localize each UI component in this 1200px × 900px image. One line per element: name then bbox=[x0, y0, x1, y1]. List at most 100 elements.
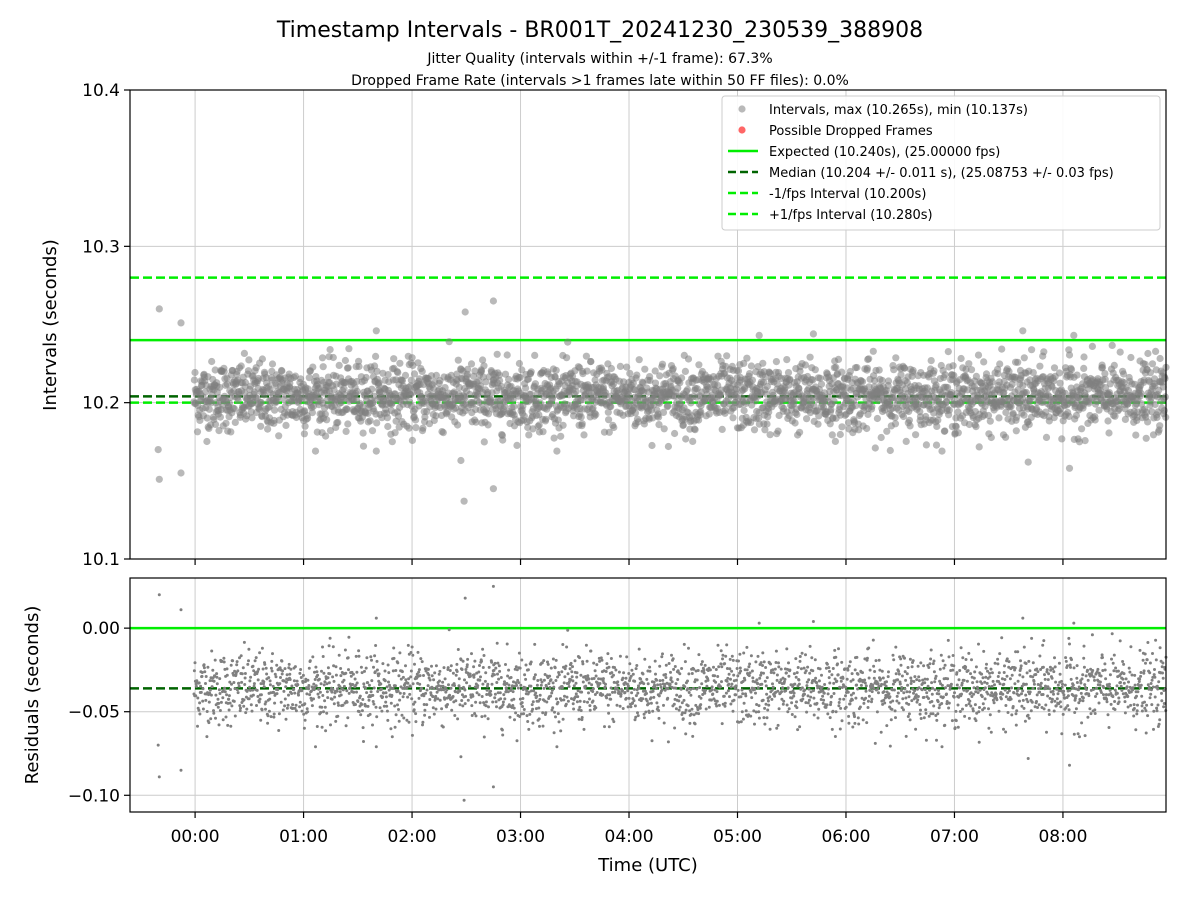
residual-point bbox=[357, 710, 361, 713]
residual-point bbox=[888, 695, 892, 699]
residual-point bbox=[652, 680, 656, 684]
residual-point bbox=[686, 679, 689, 683]
residual-point bbox=[475, 691, 479, 695]
residual-point bbox=[863, 678, 867, 682]
residual-point bbox=[894, 716, 897, 720]
residual-point bbox=[799, 667, 803, 671]
residual-point bbox=[406, 681, 410, 685]
residual-point bbox=[333, 695, 337, 699]
residual-point bbox=[781, 686, 785, 690]
interval-point bbox=[669, 365, 677, 373]
residual-point bbox=[818, 667, 822, 671]
residual-point bbox=[228, 701, 232, 705]
interval-point bbox=[691, 426, 699, 434]
residual-point bbox=[578, 699, 582, 703]
residual-point bbox=[389, 686, 393, 690]
residual-point bbox=[848, 660, 852, 664]
residual-point bbox=[674, 707, 678, 711]
residual-point bbox=[884, 684, 888, 688]
interval-point bbox=[343, 405, 351, 414]
residual-point bbox=[530, 703, 534, 707]
interval-point bbox=[373, 419, 381, 427]
residual-point bbox=[565, 695, 569, 699]
residual-point bbox=[868, 688, 872, 692]
residual-point bbox=[225, 693, 229, 697]
interval-point bbox=[531, 351, 539, 359]
interval-point bbox=[1153, 413, 1161, 422]
residual-point bbox=[816, 716, 820, 720]
residual-point bbox=[740, 688, 744, 692]
interval-point bbox=[697, 408, 705, 416]
residual-point bbox=[239, 654, 243, 658]
residual-point bbox=[681, 711, 685, 715]
residual-point bbox=[654, 672, 657, 676]
residual-point bbox=[768, 727, 772, 731]
residual-point bbox=[849, 693, 853, 697]
interval-point bbox=[873, 414, 882, 423]
residual-point bbox=[728, 695, 731, 699]
residual-point bbox=[420, 660, 424, 664]
interval-point bbox=[1065, 412, 1073, 420]
interval-point bbox=[878, 376, 886, 385]
residual-point bbox=[339, 693, 343, 697]
residual-point bbox=[472, 665, 476, 669]
interval-point bbox=[489, 485, 497, 493]
residual-point bbox=[255, 688, 259, 692]
residual-point bbox=[212, 709, 215, 713]
residual-point bbox=[591, 699, 595, 703]
residual-point bbox=[709, 698, 713, 702]
residual-point bbox=[478, 664, 481, 667]
residual-point bbox=[291, 703, 295, 707]
residual-point bbox=[880, 682, 884, 686]
interval-point bbox=[553, 447, 561, 455]
residual-point bbox=[674, 682, 678, 686]
residual-point bbox=[763, 706, 767, 710]
interval-point bbox=[660, 425, 668, 433]
residual-point bbox=[749, 654, 753, 658]
interval-point bbox=[499, 436, 507, 444]
legend-marker-points bbox=[738, 105, 746, 113]
interval-point bbox=[1143, 408, 1151, 416]
residual-point bbox=[725, 679, 729, 683]
residual-point bbox=[753, 722, 756, 726]
residual-point bbox=[725, 643, 729, 647]
residual-point bbox=[321, 694, 325, 697]
residual-point bbox=[904, 734, 908, 738]
residual-point bbox=[839, 679, 843, 683]
residual-point bbox=[454, 690, 457, 694]
interval-point bbox=[476, 382, 485, 390]
interval-point bbox=[762, 390, 770, 398]
interval-point bbox=[407, 376, 415, 384]
residual-point bbox=[894, 645, 898, 649]
residual-point bbox=[754, 660, 758, 664]
residual-point bbox=[798, 725, 802, 729]
interval-point bbox=[891, 420, 900, 428]
residual-point bbox=[562, 681, 566, 685]
residual-point bbox=[704, 688, 707, 692]
residual-point bbox=[855, 683, 859, 687]
residual-point bbox=[714, 668, 718, 671]
residual-point bbox=[380, 709, 384, 713]
interval-point bbox=[811, 366, 819, 374]
residual-point bbox=[534, 707, 538, 711]
interval-point bbox=[326, 346, 334, 354]
legend-box bbox=[721, 95, 1161, 231]
residual-point bbox=[546, 662, 550, 666]
residual-point bbox=[864, 684, 868, 688]
residual-point bbox=[918, 703, 922, 706]
residual-point bbox=[285, 706, 289, 710]
residual-point bbox=[345, 700, 349, 704]
residual-point bbox=[730, 654, 734, 658]
residual-point bbox=[232, 699, 236, 703]
interval-point bbox=[897, 371, 905, 379]
interval-point bbox=[1144, 418, 1152, 426]
residual-point bbox=[235, 660, 239, 664]
interval-point bbox=[245, 356, 253, 364]
residual-point bbox=[496, 661, 500, 665]
dropped-frame-subtitle: Dropped Frame Rate (intervals >1 frames … bbox=[351, 73, 849, 89]
residual-point bbox=[500, 728, 504, 732]
residual-point bbox=[911, 659, 915, 663]
interval-point bbox=[1036, 362, 1044, 370]
residual-point bbox=[360, 671, 364, 675]
residual-point bbox=[898, 682, 902, 686]
